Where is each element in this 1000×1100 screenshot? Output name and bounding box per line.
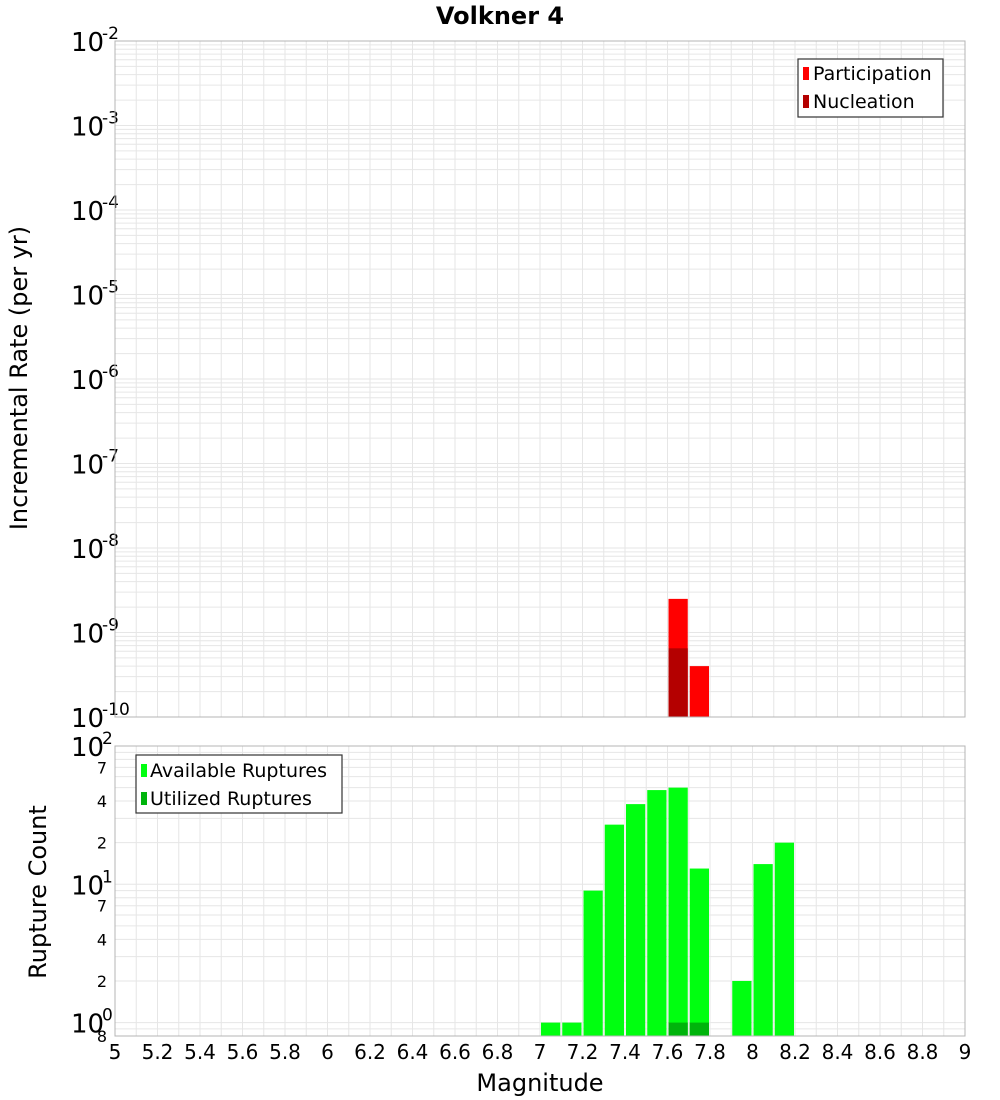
top-plot-bars (668, 598, 709, 717)
x-tick-label: 6.2 (354, 1040, 386, 1064)
x-tick-label: 6.8 (482, 1040, 514, 1064)
bottom-y-tick-base: 10 (71, 871, 104, 901)
x-tick-label: 5.8 (269, 1040, 301, 1064)
x-tick-label: 7.2 (567, 1040, 599, 1064)
bottom-y-minor-tick: 7 (97, 758, 107, 777)
top-y-tick-base: 10 (71, 113, 104, 143)
bottom-y-axis-title: Rupture Count (24, 805, 52, 979)
x-axis-title: Magnitude (476, 1069, 603, 1097)
bottom-y-minor-tick: 4 (97, 792, 107, 811)
top-plot-grid (114, 41, 966, 718)
nucleation-legend-label: Nucleation (813, 91, 915, 113)
top-y-tick-exponent: -9 (102, 616, 119, 636)
top-legend-box (797, 58, 944, 118)
x-tick-label: 8 (746, 1040, 759, 1064)
top-plot-frame (114, 40, 966, 718)
x-tick-label: 7 (534, 1040, 547, 1064)
top-y-tick-exponent: -10 (102, 700, 130, 720)
top-y-axis-title: Incremental Rate (per yr) (5, 226, 33, 530)
bottom-y-tick-exponent: 2 (102, 729, 113, 749)
bottom-available-ruptures-bar (626, 804, 646, 1036)
bottom-y-minor-tick: 7 (97, 897, 107, 916)
bottom-y-tick-base: 10 (71, 733, 104, 763)
x-tick-label: 7.6 (652, 1040, 684, 1064)
bottom-plot-frame (114, 745, 966, 1037)
top-y-tick-base: 10 (71, 28, 104, 58)
top-nucleation-bar (668, 648, 688, 717)
top-y-tick-base: 10 (71, 451, 104, 481)
top-y-tick-exponent: -3 (102, 109, 119, 129)
top-legend: Participation Nucleation (797, 58, 944, 118)
x-tick-label: 7.8 (694, 1040, 726, 1064)
bottom-utilized-ruptures-bar (668, 1022, 688, 1036)
bottom-available-ruptures-bar (562, 1022, 582, 1036)
bottom-available-ruptures-bar (774, 842, 794, 1036)
x-tick-label: 5.6 (227, 1040, 259, 1064)
top-y-tick-exponent: -6 (102, 362, 119, 382)
bottom-available-ruptures-bar (732, 980, 752, 1036)
utilized-legend-swatch (141, 792, 147, 805)
participation-legend-swatch (803, 67, 809, 80)
x-tick-label: 6.4 (397, 1040, 429, 1064)
bottom-available-ruptures-bar (647, 790, 667, 1036)
top-y-tick-base: 10 (71, 282, 104, 312)
bottom-available-ruptures-bar (689, 868, 709, 1036)
top-y-tick-base: 10 (71, 620, 104, 650)
top-y-tick-exponent: -4 (102, 193, 119, 213)
x-tick-label: 8.8 (907, 1040, 939, 1064)
x-tick-label: 9 (959, 1040, 972, 1064)
bottom-available-ruptures-bar (541, 1022, 561, 1036)
x-tick-label: 5 (109, 1040, 122, 1064)
bottom-legend-box (135, 754, 343, 814)
bottom-y-tick-exponent: 1 (102, 867, 113, 887)
bottom-y-minor-tick: 8 (97, 1027, 107, 1046)
bottom-y-tick-base: 10 (71, 1010, 104, 1040)
bottom-available-ruptures-bar (753, 864, 773, 1036)
top-y-tick-exponent: -5 (102, 278, 119, 298)
top-y-tick-exponent: -7 (102, 447, 119, 467)
top-y-tick-base: 10 (71, 197, 104, 227)
x-tick-label: 5.2 (142, 1040, 174, 1064)
top-y-tick-base: 10 (71, 704, 104, 734)
bottom-plot-bars (541, 787, 794, 1036)
bottom-utilized-ruptures-bar (689, 1022, 709, 1036)
bottom-available-ruptures-bar (604, 824, 624, 1036)
available-legend-swatch (141, 764, 147, 777)
utilized-legend-label: Utilized Ruptures (150, 788, 312, 810)
bottom-available-ruptures-bar (583, 890, 603, 1036)
bottom-y-minor-tick: 4 (97, 930, 107, 949)
top-y-tick-base: 10 (71, 366, 104, 396)
nucleation-legend-swatch (803, 95, 809, 108)
participation-legend-label: Participation (813, 63, 932, 85)
bottom-y-tick-exponent: 0 (102, 1006, 113, 1026)
x-tick-label: 7.4 (609, 1040, 641, 1064)
bottom-legend: Available Ruptures Utilized Ruptures (135, 754, 343, 814)
x-tick-label: 6 (321, 1040, 334, 1064)
top-y-tick-exponent: -2 (102, 24, 119, 44)
available-legend-label: Available Ruptures (150, 760, 327, 782)
x-axis-ticks: 5 5.2 5.4 5.6 5.8 6 6.2 6.4 6.6 6.8 7 7.2 7.4 7.6 7.8 8… (109, 1040, 972, 1064)
bottom-y-minor-tick: 2 (97, 972, 107, 991)
x-tick-label: 8.6 (864, 1040, 896, 1064)
x-tick-label: 6.6 (439, 1040, 471, 1064)
bottom-y-minor-tick: 2 (97, 834, 107, 853)
top-y-tick-exponent: -8 (102, 531, 119, 551)
x-tick-label: 5.4 (184, 1040, 216, 1064)
x-tick-label: 8.2 (779, 1040, 811, 1064)
chart-title: Volkner 4 (436, 2, 564, 30)
top-participation-bar (689, 666, 709, 717)
bottom-available-ruptures-bar (668, 787, 688, 1036)
top-y-tick-base: 10 (71, 535, 104, 565)
x-tick-label: 8.4 (822, 1040, 854, 1064)
